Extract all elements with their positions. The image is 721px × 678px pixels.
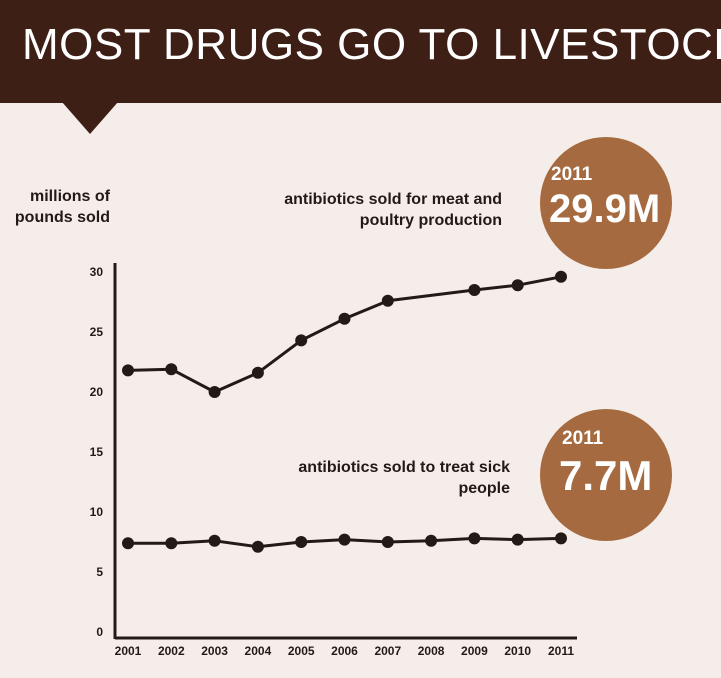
data-point-sick bbox=[468, 532, 481, 545]
y-tick-label: 5 bbox=[96, 565, 103, 579]
data-point-meat bbox=[511, 279, 524, 292]
y-tick-label: 30 bbox=[90, 265, 104, 279]
data-point-sick bbox=[338, 533, 351, 546]
x-tick-label: 2009 bbox=[461, 644, 488, 658]
x-tick-label: 2005 bbox=[288, 644, 315, 658]
x-tick-label: 2001 bbox=[115, 644, 142, 658]
data-point-meat bbox=[208, 386, 221, 398]
y-axis-label: millions of pounds sold bbox=[10, 186, 110, 228]
data-point-meat bbox=[122, 364, 134, 377]
data-point-sick bbox=[208, 534, 221, 547]
y-tick-label: 25 bbox=[90, 325, 104, 339]
sick-series-label: antibiotics sold to treat sick people bbox=[298, 459, 510, 497]
meat-2011-badge: 2011 29.9M bbox=[540, 137, 672, 269]
data-point-sick bbox=[555, 532, 567, 545]
data-point-meat bbox=[555, 270, 567, 283]
data-point-sick bbox=[122, 537, 134, 550]
y-tick-label: 20 bbox=[90, 385, 104, 399]
data-point-sick bbox=[251, 540, 264, 553]
data-point-meat bbox=[468, 284, 481, 296]
data-point-meat bbox=[295, 334, 308, 347]
data-point-sick bbox=[165, 537, 178, 550]
data-point-meat bbox=[338, 312, 351, 325]
y-tick-label: 0 bbox=[96, 625, 103, 639]
data-point-sick bbox=[425, 534, 438, 547]
x-tick-label: 2002 bbox=[158, 644, 185, 658]
y-tick-label: 10 bbox=[90, 505, 104, 519]
x-tick-label: 2008 bbox=[418, 644, 445, 658]
page-title: MOST DRUGS GO TO LIVESTOCK bbox=[22, 20, 721, 69]
meat-badge-year: 2011 bbox=[551, 164, 593, 185]
x-tick-label: 2004 bbox=[245, 644, 272, 658]
title-banner: MOST DRUGS GO TO LIVESTOCK bbox=[0, 0, 721, 103]
x-tick-label: 2006 bbox=[331, 644, 358, 658]
data-point-sick bbox=[381, 536, 394, 548]
data-point-meat bbox=[251, 366, 264, 379]
x-tick-label: 2003 bbox=[201, 644, 228, 658]
sick-2011-badge: 2011 7.7M bbox=[540, 409, 672, 541]
sick-badge-year: 2011 bbox=[562, 428, 604, 449]
data-point-meat bbox=[381, 294, 394, 307]
x-tick-label: 2010 bbox=[504, 644, 531, 658]
x-tick-label: 2011 bbox=[548, 644, 574, 658]
data-point-sick bbox=[295, 536, 308, 548]
data-point-sick bbox=[511, 533, 524, 546]
sick-badge-value: 7.7M bbox=[559, 452, 653, 499]
data-point-meat bbox=[165, 363, 178, 376]
series-line-meat bbox=[127, 275, 562, 394]
meat-badge-value: 29.9M bbox=[549, 187, 661, 231]
x-tick-label: 2007 bbox=[374, 644, 401, 658]
y-axis-label-text: millions of pounds sold bbox=[14, 188, 110, 226]
meat-series-label: antibiotics sold for meat and poultry pr… bbox=[284, 191, 502, 229]
y-tick-label: 15 bbox=[90, 445, 104, 459]
banner-pointer bbox=[62, 102, 118, 134]
